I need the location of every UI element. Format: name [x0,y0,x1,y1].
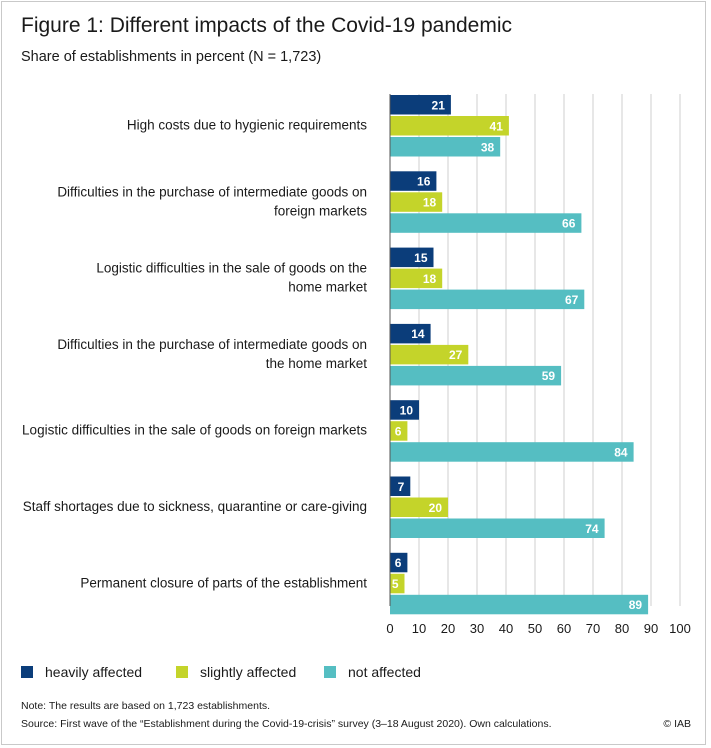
bar-heavily-5 [390,476,411,496]
bar-slightly-5 [390,497,448,517]
bar-value-label-1-1: 18 [423,196,437,210]
figure-title: Figure 1: Different impacts of the Covid… [21,14,513,37]
bar-value-label-1-5: 20 [429,501,443,515]
x-tick-label-10: 10 [412,621,426,636]
x-tick-label-50: 50 [528,621,542,636]
category-label-0-0: High costs due to hygienic requirements [127,118,367,133]
category-label-6-0: Permanent closure of parts of the establ… [80,575,367,590]
bar-value-label-2-6: 89 [629,598,643,612]
legend-item-slightly: slightly affected [176,664,296,680]
bar-value-label-1-2: 18 [423,272,437,286]
bar-heavily-4 [390,400,419,420]
bar-not-5 [390,518,605,538]
bar-value-label-2-1: 66 [562,217,576,231]
bar-heavily-6 [390,552,408,573]
category-label-2-1: home market [288,280,367,295]
bar-heavily-2 [390,247,434,268]
legend-item-heavily: heavily affected [21,664,142,680]
x-tick-label-20: 20 [441,621,455,636]
legend-label-not: not affected [348,664,421,680]
legend-item-not: not affected [324,664,421,680]
bar-value-label-1-0: 41 [490,119,504,133]
bar-not-4 [390,442,634,462]
bar-value-label-2-3: 59 [542,369,556,383]
bar-heavily-0 [390,95,451,115]
legend-label-heavily: heavily affected [45,664,143,680]
bar-value-label-2-4: 84 [614,445,628,459]
bar-not-0 [390,137,501,157]
bar-value-label-0-1: 16 [417,175,431,189]
category-label-3-0: Difficulties in the purchase of intermed… [57,337,367,352]
bar-slightly-2 [390,268,443,289]
category-label-4-0: Logistic difficulties in the sale of goo… [22,423,367,438]
bar-not-6 [390,594,649,615]
x-tick-label-60: 60 [557,621,571,636]
legend-swatch-not [324,666,336,678]
bar-value-label-0-0: 21 [432,98,446,112]
bar-value-label-0-3: 14 [411,327,425,341]
source-note: Source: First wave of the “Establishment… [21,718,552,730]
bar-value-label-1-3: 27 [449,348,463,362]
bar-not-3 [390,365,562,386]
bar-value-label-2-0: 38 [481,140,495,154]
x-tick-label-80: 80 [615,621,629,636]
x-tick-label-100: 100 [669,621,691,636]
copyright: © IAB [663,718,691,730]
legend-swatch-heavily [21,666,33,678]
bar-chart: 0 10 20 30 40 50 60 70 80 90 100 21 41 38 High costs d… [22,94,691,636]
figure-subtitle: Share of establishments in percent (N = … [21,49,322,65]
bar-slightly-6 [390,573,405,594]
bar-value-label-2-5: 74 [585,522,599,536]
category-label-5-0: Staff shortages due to sickness, quarant… [23,499,367,514]
bar-value-label-0-4: 10 [400,403,414,417]
bar-slightly-0 [390,116,509,136]
legend-label-slightly: slightly affected [200,664,297,680]
bar-value-label-0-5: 7 [398,480,405,494]
bar-slightly-1 [390,192,443,212]
bar-heavily-1 [390,171,437,191]
x-tick-label-40: 40 [499,621,513,636]
bar-slightly-3 [390,344,469,365]
legend-swatch-slightly [176,666,188,678]
bar-value-label-1-4: 6 [395,424,402,438]
bar-value-label-1-6: 5 [392,577,399,591]
bar-slightly-4 [390,421,408,441]
x-tick-label-30: 30 [470,621,484,636]
bar-value-label-0-2: 15 [414,251,428,265]
x-tick-label-90: 90 [644,621,658,636]
category-label-2-0: Logistic difficulties in the sale of goo… [96,261,367,276]
category-label-1-0: Difficulties in the purchase of intermed… [57,184,367,199]
bar-value-label-0-6: 6 [395,556,402,570]
footnote: Note: The results are based on 1,723 est… [21,700,271,712]
bar-heavily-3 [390,323,431,344]
bar-not-1 [390,213,582,233]
category-label-3-1: the home market [266,356,368,371]
x-tick-label-70: 70 [586,621,600,636]
x-tick-label-0: 0 [386,621,393,636]
bar-not-2 [390,289,585,310]
bar-value-label-2-2: 67 [565,293,579,307]
category-label-1-1: foreign markets [274,203,367,218]
